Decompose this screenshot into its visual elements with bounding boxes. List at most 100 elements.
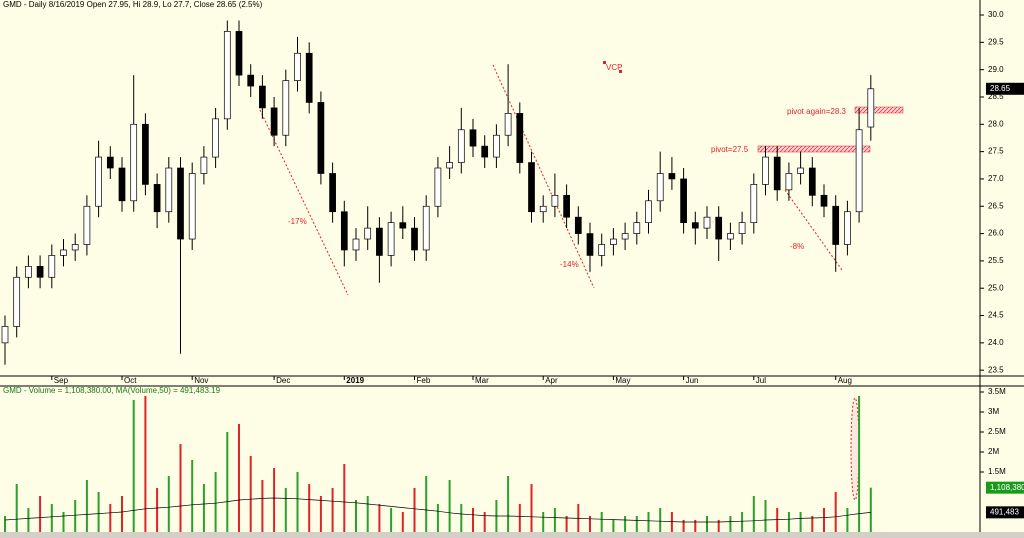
y-tick-label: 29.5 [988,37,1004,46]
volume-bar [436,504,439,532]
x-tick-label: Nov [194,376,208,385]
trend-line [784,189,843,271]
pivot-box [757,145,871,153]
volume-bar [308,484,311,532]
candle-body [574,216,582,234]
volume-bar [15,484,18,532]
candle-body [528,162,535,213]
volume-bar [858,396,861,532]
x-tick-label: Aug [838,376,852,385]
volume-bar [4,516,6,532]
x-tick-label: Mar [475,376,489,385]
volume-bar [273,468,276,532]
x-tick-label: May [615,376,630,385]
y-tick-label: 24.5 [988,311,1004,320]
candle-body [797,167,804,174]
candle-body [317,102,325,174]
candle-body [71,244,79,251]
volume-bar [366,496,369,532]
volume-bar [39,496,42,532]
candle-body [188,173,196,240]
candle-body [691,222,699,229]
volume-bar [121,496,123,532]
candle-body [95,156,102,207]
volume-bar [518,504,521,532]
candle-body [223,31,231,120]
volume-bar [530,484,533,532]
volume-bar [764,500,767,532]
volume-bar [869,487,872,532]
volume-bar [284,488,287,532]
volume-bar [378,504,381,532]
y-tick-label: 3.5M [988,387,1006,396]
annotation: -8% [790,242,804,251]
volume-bar [565,516,568,532]
volume-bar [670,512,673,532]
y-tick-label: 24.0 [988,338,1004,347]
candle-body [259,85,266,109]
candle-body [586,233,594,256]
candle-body [457,129,465,163]
volume-bar [331,488,334,532]
y-tick-label: 25.5 [988,256,1004,265]
y-tick-label: 2M [988,447,999,456]
candle-body [270,107,278,136]
volume-bar [682,520,685,532]
candle-body [25,266,32,278]
trend-line [492,64,595,289]
volume-bar [343,464,346,532]
candle-body [329,173,336,213]
candle-body [235,31,243,76]
volume-bar [589,516,591,532]
y-tick-label: 2.5M [988,427,1006,436]
x-tick-label: Jun [686,376,699,385]
volume-bar [787,512,790,532]
candle-body [83,205,91,245]
candle-body [305,52,313,103]
volume-last-label-box [986,481,1024,494]
volume-bar [460,504,463,532]
volume-bar [109,504,112,532]
volume-bar [553,508,556,532]
candle-body [469,129,477,147]
candle-body [621,233,629,240]
candle-body [106,156,114,169]
x-tick-label: Feb [417,376,431,385]
candle-body [376,227,383,256]
candle-body [247,74,255,87]
candle-body [340,211,348,251]
volume-bar [97,492,100,532]
candle-body [294,52,301,81]
volume-bar [319,496,322,532]
candle-body [200,156,208,174]
candle-body [598,244,606,256]
candle-body [832,205,840,245]
candle-body [142,123,149,185]
volume-bar [659,508,662,532]
ma-line [4,497,871,523]
x-tick-label: Jul [756,376,766,385]
volume-bar [296,472,299,532]
candle-body [715,216,723,240]
volume-bar [846,508,849,532]
volume-bar [811,516,814,532]
volume-bar [472,508,474,532]
volume-bar [401,512,404,532]
marker [603,61,606,64]
candle-body [867,88,875,128]
volume-bar [694,520,697,532]
candle-body [855,129,863,213]
candle-body [387,222,395,256]
candle-body [13,276,21,327]
x-tick-label: Sep [54,376,69,385]
marker [619,70,622,73]
volume-bar [635,516,638,532]
volume-bar [191,460,194,532]
candle-body [563,194,570,218]
candle-body [1,326,9,344]
last-price: 28.65 [990,84,1011,93]
candle-body [177,167,184,240]
volume-bar [624,516,627,532]
volume-bar [612,520,615,532]
volume-bar [27,508,30,532]
